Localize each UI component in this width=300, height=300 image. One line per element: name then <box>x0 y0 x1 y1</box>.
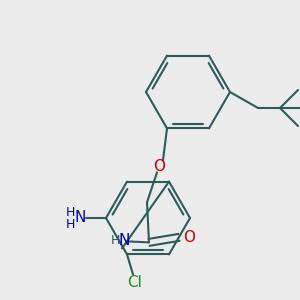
Text: O: O <box>183 230 195 245</box>
Text: O: O <box>153 159 165 174</box>
Text: H: H <box>65 218 75 230</box>
Text: N: N <box>118 233 130 248</box>
Text: Cl: Cl <box>128 275 142 290</box>
Text: H: H <box>110 234 120 247</box>
Text: N: N <box>74 211 86 226</box>
Text: H: H <box>65 206 75 218</box>
